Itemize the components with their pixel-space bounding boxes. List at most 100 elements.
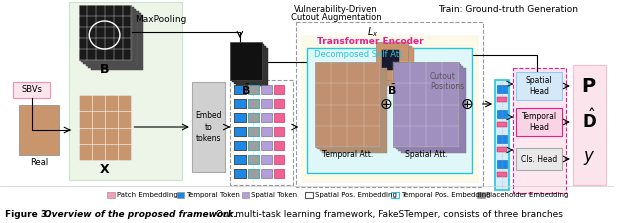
Bar bbox=[248, 141, 259, 150]
Bar bbox=[81, 7, 134, 62]
Bar bbox=[234, 113, 246, 122]
Bar bbox=[236, 48, 268, 86]
Bar bbox=[234, 169, 246, 178]
Bar bbox=[234, 155, 246, 164]
Bar bbox=[275, 169, 284, 178]
Bar bbox=[234, 127, 246, 136]
Bar bbox=[398, 66, 463, 151]
Text: $\mathbf{P}$: $\mathbf{P}$ bbox=[582, 76, 597, 95]
Text: Cls. Head: Cls. Head bbox=[521, 155, 557, 163]
Bar bbox=[234, 113, 246, 122]
Text: $y$: $y$ bbox=[583, 149, 595, 167]
Bar bbox=[248, 155, 259, 164]
Text: $\mathbf{X}$: $\mathbf{X}$ bbox=[99, 163, 110, 176]
Bar bbox=[248, 169, 259, 178]
Bar bbox=[516, 72, 563, 100]
Bar bbox=[275, 85, 284, 94]
Text: Spatial Att.: Spatial Att. bbox=[404, 150, 447, 159]
Bar bbox=[19, 105, 60, 155]
Text: $\oplus$: $\oplus$ bbox=[460, 97, 473, 112]
Bar bbox=[275, 127, 284, 136]
Bar bbox=[248, 99, 259, 108]
Bar bbox=[380, 46, 412, 84]
Bar bbox=[319, 66, 385, 151]
Bar bbox=[234, 155, 246, 164]
Bar bbox=[248, 141, 259, 150]
Bar bbox=[234, 85, 246, 94]
Text: Spatial
Head: Spatial Head bbox=[526, 76, 552, 96]
Bar bbox=[86, 11, 139, 66]
Text: Temporal Token: Temporal Token bbox=[186, 192, 240, 198]
Text: SBVs: SBVs bbox=[21, 85, 42, 95]
Bar bbox=[275, 113, 284, 122]
Bar bbox=[91, 15, 143, 70]
Bar bbox=[108, 192, 115, 198]
Bar bbox=[301, 35, 479, 183]
Bar bbox=[261, 113, 273, 122]
Bar bbox=[317, 64, 382, 149]
Bar bbox=[248, 155, 259, 164]
Text: Real: Real bbox=[30, 158, 49, 167]
Text: Figure 3.: Figure 3. bbox=[4, 210, 51, 219]
Bar bbox=[242, 192, 250, 198]
Bar bbox=[261, 141, 273, 150]
Text: Temporal
Head: Temporal Head bbox=[522, 112, 557, 132]
Bar bbox=[261, 85, 273, 94]
Bar bbox=[497, 147, 507, 152]
Bar bbox=[248, 85, 259, 94]
Bar bbox=[232, 44, 264, 82]
Bar bbox=[230, 42, 262, 80]
Text: $\oplus$: $\oplus$ bbox=[379, 97, 392, 112]
Text: Spatial Pos. Embedding: Spatial Pos. Embedding bbox=[315, 192, 397, 198]
Bar bbox=[401, 68, 466, 153]
Bar bbox=[234, 169, 246, 178]
Text: $\mathbf{B}$: $\mathbf{B}$ bbox=[99, 63, 110, 76]
Bar bbox=[248, 127, 259, 136]
Bar bbox=[234, 141, 246, 150]
Bar bbox=[495, 80, 509, 190]
Bar bbox=[378, 44, 410, 82]
Bar bbox=[497, 110, 507, 118]
Bar bbox=[248, 99, 259, 108]
Text: Transformer Encoder: Transformer Encoder bbox=[317, 37, 423, 46]
Bar bbox=[516, 108, 563, 136]
Bar bbox=[234, 99, 246, 108]
Bar bbox=[88, 13, 141, 68]
Bar bbox=[261, 155, 273, 164]
Bar bbox=[307, 48, 472, 173]
Bar bbox=[248, 113, 259, 122]
Text: Train: Ground-truth Generation: Train: Ground-truth Generation bbox=[438, 5, 579, 14]
Bar bbox=[392, 192, 399, 198]
Text: MaxPooling: MaxPooling bbox=[136, 16, 187, 25]
Bar bbox=[477, 192, 484, 198]
Text: Overview of the proposed framework.: Overview of the proposed framework. bbox=[44, 210, 237, 219]
Bar bbox=[305, 192, 313, 198]
Text: Patch Embedding: Patch Embedding bbox=[117, 192, 178, 198]
Text: Spatial Token: Spatial Token bbox=[252, 192, 298, 198]
Bar bbox=[382, 48, 413, 86]
Bar bbox=[513, 68, 566, 193]
Bar bbox=[275, 141, 284, 150]
Bar bbox=[516, 148, 563, 170]
Bar bbox=[83, 9, 136, 64]
Bar bbox=[13, 82, 50, 98]
Text: $\hat{\mathbf{D}}$: $\hat{\mathbf{D}}$ bbox=[582, 108, 596, 132]
Bar bbox=[261, 127, 273, 136]
Bar bbox=[275, 99, 284, 108]
Text: Our multi-task learning framework, FakeSTemper, consists of three branches: Our multi-task learning framework, FakeS… bbox=[213, 210, 563, 219]
Bar bbox=[497, 85, 507, 93]
Bar bbox=[497, 135, 507, 143]
Bar bbox=[396, 64, 461, 149]
Text: $\bar{\mathbf{B}}$: $\bar{\mathbf{B}}$ bbox=[387, 83, 396, 97]
Bar bbox=[69, 2, 182, 180]
Bar bbox=[394, 62, 459, 147]
Bar bbox=[497, 97, 507, 102]
Bar bbox=[234, 46, 266, 84]
Bar bbox=[261, 169, 273, 178]
Bar bbox=[234, 141, 246, 150]
Text: Placeholder Embedding: Placeholder Embedding bbox=[486, 192, 569, 198]
Bar bbox=[234, 99, 246, 108]
Bar bbox=[234, 85, 246, 94]
Bar bbox=[315, 62, 380, 147]
Bar bbox=[177, 192, 184, 198]
